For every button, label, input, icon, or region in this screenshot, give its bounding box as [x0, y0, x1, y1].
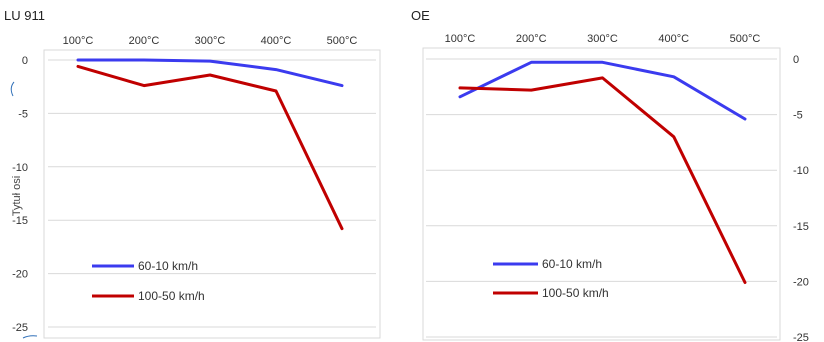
y-tick-label: -15	[12, 215, 28, 227]
y-axis-title: Tytuł osi	[11, 176, 23, 216]
selection-handle-bottom	[22, 335, 38, 339]
y-tick-label: -20	[12, 269, 28, 281]
plot-frame	[422, 47, 781, 341]
chart-title: OE	[411, 8, 430, 23]
chart-oe: OE 100°C 200°C 300°C 400°C 500°C 0 -5 -10 -15 -2…	[411, 8, 809, 342]
y-tick-label: 0	[22, 55, 28, 67]
y-tick-label: -25	[793, 332, 809, 342]
chart-lu911: LU 911 Tytuł osi 100°C 200°C 300°C 400°C 500…	[4, 8, 381, 339]
x-tick-label: 200°C	[129, 35, 160, 47]
legend-label: 60-10 km/h	[138, 259, 198, 273]
y-tick-label: -15	[793, 221, 809, 233]
legend-label: 60-10 km/h	[542, 257, 602, 271]
x-tick-label: 300°C	[587, 33, 618, 45]
legend-label: 100-50 km/h	[138, 289, 205, 303]
y-tick-label: -10	[12, 162, 28, 174]
y-tick-label: -5	[18, 108, 28, 120]
y-tick-label: -25	[12, 322, 28, 334]
x-tick-label: 500°C	[327, 35, 358, 47]
y-tick-label: -20	[793, 276, 809, 288]
chart-title: LU 911	[4, 8, 45, 23]
selection-handle-top	[10, 81, 15, 97]
x-tick-label: 400°C	[261, 35, 292, 47]
x-tick-label: 100°C	[445, 33, 476, 45]
x-tick-label: 100°C	[63, 35, 94, 47]
legend-label: 100-50 km/h	[542, 286, 609, 300]
y-tick-label: -5	[793, 110, 803, 122]
x-tick-label: 500°C	[730, 33, 761, 45]
y-tick-label: -10	[793, 165, 809, 177]
y-tick-label: 0	[793, 54, 799, 66]
x-tick-label: 400°C	[658, 33, 689, 45]
x-tick-label: 200°C	[516, 33, 547, 45]
x-tick-label: 300°C	[195, 35, 226, 47]
